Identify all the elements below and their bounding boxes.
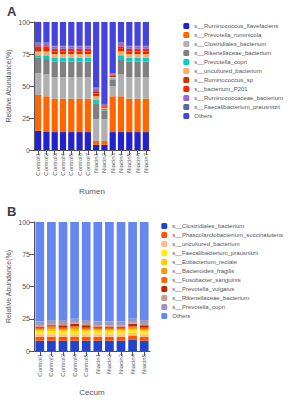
svg-text:Cecum: Cecum [79,388,105,397]
svg-text:s__uncultured_bacterium: s__uncultured_bacterium [194,68,261,74]
svg-text:Niacin4: Niacin4 [118,152,124,173]
svg-text:B: B [7,204,16,219]
svg-text:75: 75 [22,251,30,258]
svg-text:Control7: Control7 [85,152,91,175]
svg-text:Niacin2: Niacin2 [101,152,107,173]
svg-text:s__Ruminococcaceae_bacterium: s__Ruminococcaceae_bacterium [194,95,283,101]
svg-text:s__Faecalibacterium_prausnitzi: s__Faecalibacterium_prausnitzii [194,104,280,110]
svg-text:s__Prevotella_ruminicola: s__Prevotella_ruminicola [194,32,262,38]
svg-text:Control5: Control5 [68,152,74,175]
svg-text:Relative Abundance(%): Relative Abundance(%) [5,250,13,323]
svg-text:Niacin3: Niacin3 [118,353,124,374]
svg-text:s__Prevotella_vulgatus: s__Prevotella_vulgatus [172,286,234,292]
svg-text:s__Clostridiales_bacterium: s__Clostridiales_bacterium [194,41,266,47]
svg-text:Relative Abundance(%): Relative Abundance(%) [5,49,13,122]
svg-text:s__Ruminococcus_sp: s__Ruminococcus_sp [194,77,253,83]
svg-text:Niacin1: Niacin1 [93,152,99,173]
svg-text:s__uncultured_bacterium: s__uncultured_bacterium [172,241,239,247]
svg-text:A: A [7,4,17,19]
svg-text:Control3: Control3 [52,152,58,175]
svg-text:100: 100 [18,219,30,226]
svg-text:50: 50 [22,83,30,90]
svg-text:Niacin1: Niacin1 [95,353,101,374]
svg-text:25: 25 [22,315,30,322]
svg-text:s__Prevotella_copri: s__Prevotella_copri [194,59,247,65]
svg-text:Control4: Control4 [72,353,78,376]
svg-text:s__Phascolarctobacterium_succi: s__Phascolarctobacterium_succinatutens [172,232,283,238]
svg-text:s__bacterium_P201: s__bacterium_P201 [194,86,248,92]
svg-text:Others: Others [194,113,212,119]
svg-text:s__Prevotella_copri: s__Prevotella_copri [172,304,225,310]
svg-text:Others: Others [172,313,190,319]
svg-text:Niacin5: Niacin5 [126,152,132,173]
svg-text:s__Eubacterium_rectale: s__Eubacterium_rectale [172,259,237,265]
svg-text:Control1: Control1 [35,152,41,175]
svg-text:0: 0 [26,147,30,154]
svg-text:s__Rikenellaceae_bacterium: s__Rikenellaceae_bacterium [172,295,249,301]
svg-text:Niacin3: Niacin3 [110,152,116,173]
svg-text:Niacin5: Niacin5 [141,353,147,374]
svg-text:Niacin6: Niacin6 [135,152,141,173]
svg-text:s__Bacteroides_fragilis: s__Bacteroides_fragilis [172,268,234,274]
svg-text:25: 25 [22,115,30,122]
svg-text:s__Clostridiales_bacterium: s__Clostridiales_bacterium [172,223,244,229]
svg-text:Control2: Control2 [43,152,49,175]
svg-text:75: 75 [22,51,30,58]
svg-text:s__Rikenellaceae_bacterium: s__Rikenellaceae_bacterium [194,50,271,56]
svg-text:Control5: Control5 [83,353,89,376]
svg-text:Control6: Control6 [77,152,83,175]
svg-text:50: 50 [22,283,30,290]
svg-text:s__Fusobacter_sanguinis: s__Fusobacter_sanguinis [172,277,240,283]
svg-text:s__Ruminococcus_flavefaciens: s__Ruminococcus_flavefaciens [194,23,278,29]
svg-text:Rumen: Rumen [79,187,105,196]
svg-text:0: 0 [26,348,30,355]
svg-text:Control4: Control4 [60,152,66,175]
svg-text:Control1: Control1 [37,353,43,376]
svg-text:Control2: Control2 [48,353,54,376]
svg-text:Niacin2: Niacin2 [106,353,112,374]
svg-text:Niacin4: Niacin4 [130,353,136,374]
svg-text:100: 100 [18,19,30,26]
svg-text:s__Faecalibacterium_prausnitzi: s__Faecalibacterium_prausnitzii [172,250,258,256]
svg-text:Niacin7: Niacin7 [143,152,149,173]
svg-text:Control3: Control3 [60,353,66,376]
